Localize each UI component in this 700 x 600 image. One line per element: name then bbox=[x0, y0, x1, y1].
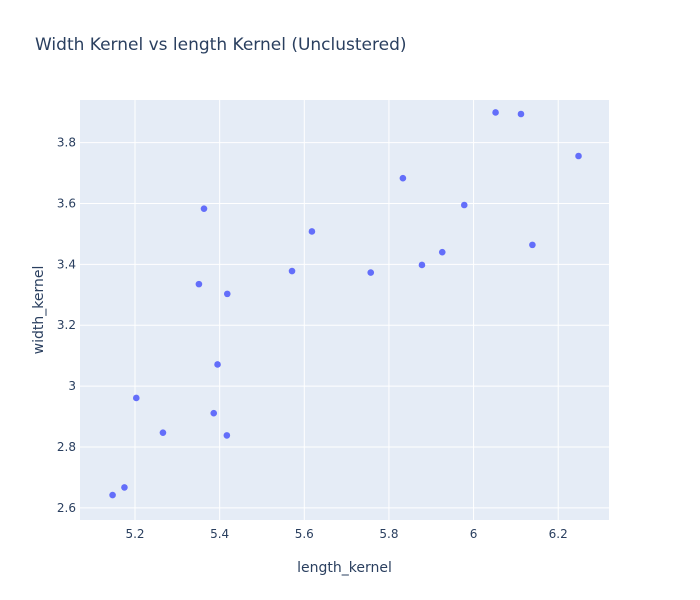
data-point[interactable] bbox=[529, 241, 536, 249]
data-point[interactable] bbox=[418, 261, 426, 269]
y-axis-ticks: 2.6 2.8 3 3.2 3.4 3.6 3.8 bbox=[57, 136, 76, 515]
data-point[interactable] bbox=[109, 491, 116, 499]
data-point[interactable] bbox=[121, 484, 128, 491]
data-point[interactable] bbox=[223, 432, 231, 439]
data-point[interactable] bbox=[210, 409, 218, 417]
y-axis-title: width_kernel bbox=[31, 266, 47, 355]
x-tick-label: 6 bbox=[470, 527, 478, 541]
data-point[interactable] bbox=[195, 280, 203, 288]
y-tick-label: 3 bbox=[68, 379, 76, 393]
x-axis-title: length_kernel bbox=[297, 560, 392, 576]
y-tick-label: 2.8 bbox=[57, 440, 76, 454]
data-point[interactable] bbox=[223, 290, 231, 298]
chart-title: Width Kernel vs length Kernel (Uncluster… bbox=[35, 35, 407, 55]
y-tick-label: 2.6 bbox=[57, 501, 76, 515]
data-point[interactable] bbox=[200, 205, 208, 212]
data-point[interactable] bbox=[517, 110, 525, 118]
data-points[interactable] bbox=[109, 109, 582, 499]
data-point[interactable] bbox=[214, 361, 221, 368]
y-tick-label: 3.6 bbox=[57, 196, 76, 210]
x-tick-label: 6.2 bbox=[549, 527, 568, 541]
data-point[interactable] bbox=[132, 394, 140, 402]
data-point[interactable] bbox=[575, 152, 582, 160]
x-tick-label: 5.4 bbox=[210, 527, 229, 541]
y-tick-label: 3.8 bbox=[57, 136, 76, 150]
x-tick-label: 5.8 bbox=[379, 527, 398, 541]
data-point[interactable] bbox=[367, 269, 375, 276]
data-point[interactable] bbox=[308, 228, 316, 235]
x-tick-label: 5.6 bbox=[295, 527, 314, 541]
y-tick-label: 3.4 bbox=[57, 257, 76, 271]
data-point[interactable] bbox=[399, 174, 407, 182]
data-point[interactable] bbox=[288, 267, 296, 275]
plot-background bbox=[80, 100, 609, 520]
grid-lines bbox=[80, 100, 609, 520]
x-tick-label: 5.2 bbox=[125, 527, 144, 541]
data-point[interactable] bbox=[460, 201, 468, 209]
data-point[interactable] bbox=[159, 429, 167, 436]
data-point[interactable] bbox=[438, 248, 446, 256]
data-point[interactable] bbox=[492, 109, 499, 116]
y-tick-label: 3.2 bbox=[57, 318, 76, 332]
x-axis-ticks: 5.2 5.4 5.6 5.8 6 6.2 bbox=[125, 527, 567, 541]
